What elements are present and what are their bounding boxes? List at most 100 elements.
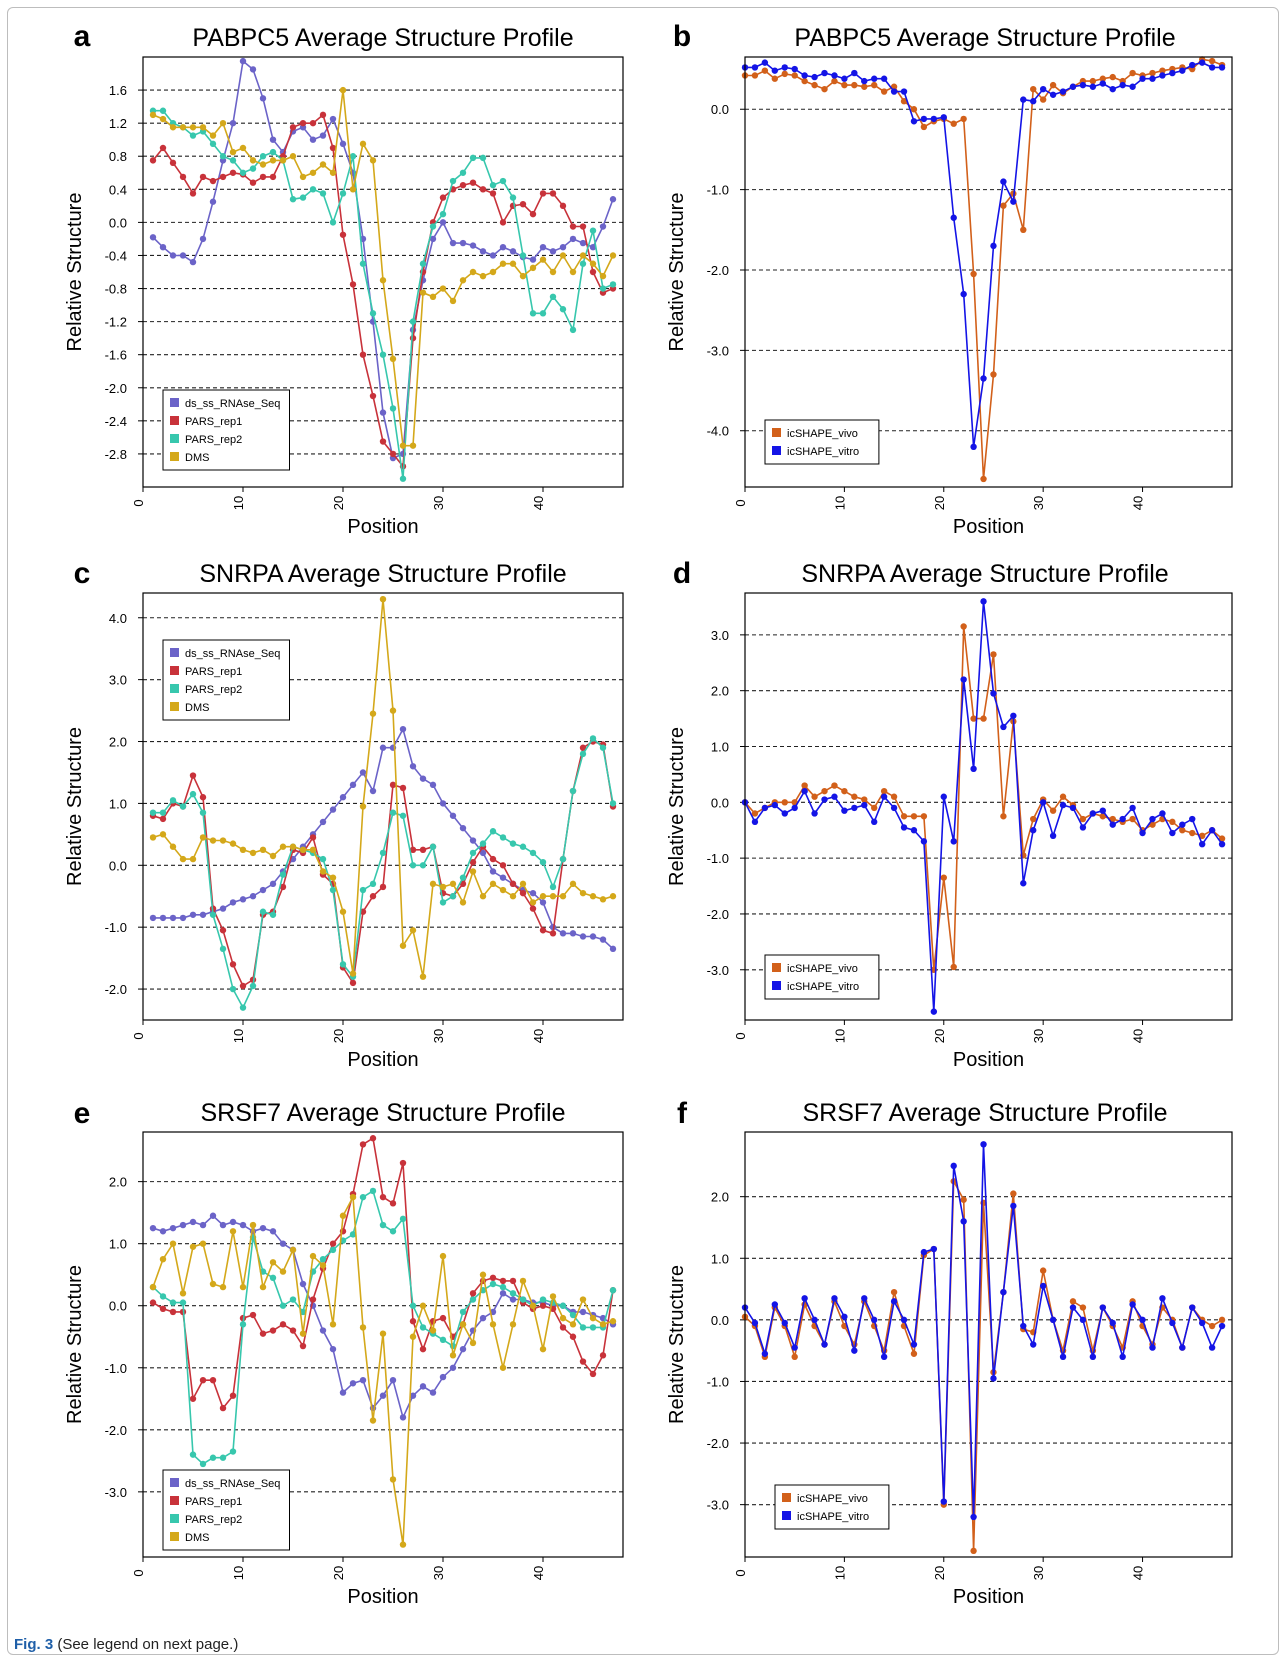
data-point-c-ds_ss_RNAse_Seq-28 bbox=[429, 781, 437, 789]
data-point-a-ds_ss_RNAse_Seq-1 bbox=[159, 243, 167, 251]
data-point-e-ds_ss_RNAse_Seq-43 bbox=[579, 1308, 587, 1316]
x-tick-label-b-3: 30 bbox=[1031, 496, 1046, 510]
data-point-d-icSHAPE_vitro-30 bbox=[1039, 799, 1047, 806]
data-point-a-PARS_rep2-16 bbox=[309, 186, 317, 193]
data-point-c-DMS-12 bbox=[269, 852, 277, 860]
data-point-e-PARS_rep2-37 bbox=[519, 1296, 527, 1303]
data-point-c-PARS_rep2-35 bbox=[499, 834, 507, 841]
x-tick-label-d-2: 20 bbox=[932, 1029, 947, 1043]
y-tick-label-d-0: 3.0 bbox=[711, 628, 729, 643]
data-point-e-DMS-24 bbox=[389, 1476, 397, 1483]
data-point-e-PARS_rep1-27 bbox=[419, 1345, 427, 1353]
data-point-d-icSHAPE_vitro-9 bbox=[831, 793, 838, 800]
data-point-a-PARS_rep1-29 bbox=[439, 194, 447, 201]
y-tick-label-a-8: -1.6 bbox=[105, 348, 127, 363]
series-line-b-icSHAPE_vitro bbox=[745, 61, 1223, 447]
data-point-c-DMS-9 bbox=[239, 846, 247, 854]
legend-label-f-icSHAPE_vitro: icSHAPE_vitro bbox=[797, 1511, 869, 1523]
y-tick-label-f-0: 2.0 bbox=[711, 1190, 729, 1205]
data-point-a-ds_ss_RNAse_Seq-36 bbox=[509, 248, 517, 255]
data-point-a-ds_ss_RNAse_Seq-42 bbox=[569, 235, 577, 243]
data-point-e-PARS_rep2-6 bbox=[209, 1454, 217, 1461]
data-point-c-DMS-33 bbox=[479, 893, 487, 900]
data-point-e-DMS-33 bbox=[479, 1271, 487, 1278]
chart-title-a: PABPC5 Average Structure Profile bbox=[192, 24, 573, 52]
panel-label-a: a bbox=[74, 20, 91, 53]
data-point-a-PARS_rep2-4 bbox=[189, 132, 197, 139]
data-point-e-PARS_rep2-12 bbox=[269, 1274, 277, 1282]
data-point-a-DMS-46 bbox=[609, 252, 617, 259]
data-point-d-icSHAPE_vitro-26 bbox=[1000, 723, 1007, 731]
data-point-a-PARS_rep1-32 bbox=[469, 179, 477, 186]
x-tick-label-c-1: 10 bbox=[231, 1029, 246, 1043]
data-point-b-icSHAPE_vivo-7 bbox=[811, 81, 818, 89]
data-point-c-PARS_rep2-37 bbox=[519, 843, 527, 850]
data-point-c-PARS_rep1-39 bbox=[539, 927, 547, 934]
x-tick-label-e-0: 0 bbox=[131, 1569, 146, 1576]
data-point-d-icSHAPE_vivo-43 bbox=[1169, 818, 1176, 826]
data-point-a-PARS_rep2-28 bbox=[429, 223, 437, 230]
data-point-c-PARS_rep2-33 bbox=[479, 840, 487, 847]
data-point-c-PARS_rep2-8 bbox=[229, 985, 237, 993]
data-point-e-DMS-46 bbox=[609, 1318, 617, 1325]
data-point-a-PARS_rep2-35 bbox=[499, 177, 507, 185]
data-point-f-icSHAPE_vitro-9 bbox=[831, 1295, 838, 1302]
data-point-a-DMS-10 bbox=[249, 157, 257, 164]
data-point-e-ds_ss_RNAse_Seq-35 bbox=[499, 1290, 507, 1297]
data-point-e-DMS-35 bbox=[499, 1364, 507, 1371]
data-point-b-icSHAPE_vivo-28 bbox=[1020, 226, 1027, 234]
data-point-a-PARS_rep2-24 bbox=[389, 405, 397, 412]
data-point-e-DMS-16 bbox=[309, 1252, 317, 1260]
data-point-a-DMS-28 bbox=[429, 293, 437, 301]
data-point-c-PARS_rep2-18 bbox=[329, 886, 337, 894]
data-point-f-icSHAPE_vitro-44 bbox=[1179, 1344, 1186, 1351]
data-point-e-DMS-15 bbox=[299, 1330, 307, 1337]
data-point-b-icSHAPE_vitro-26 bbox=[1000, 178, 1007, 185]
x-tick-label-b-1: 10 bbox=[832, 496, 847, 510]
data-point-a-PARS_rep2-33 bbox=[479, 154, 487, 162]
data-point-d-icSHAPE_vitro-40 bbox=[1139, 829, 1146, 837]
data-point-e-PARS_rep2-31 bbox=[459, 1308, 467, 1316]
data-point-a-DMS-16 bbox=[309, 169, 317, 176]
chart-title-e: SRSF7 Average Structure Profile bbox=[201, 1099, 566, 1127]
y-axis-label-d: Relative Structure bbox=[666, 727, 688, 886]
data-point-a-PARS_rep2-10 bbox=[249, 165, 257, 172]
data-point-d-icSHAPE_vitro-48 bbox=[1218, 840, 1226, 848]
data-point-c-PARS_rep2-38 bbox=[529, 849, 537, 857]
data-point-f-icSHAPE_vitro-6 bbox=[801, 1295, 808, 1302]
y-tick-label-c-5: -1.0 bbox=[105, 920, 127, 935]
legend-label-a-PARS_rep1: PARS_rep1 bbox=[185, 416, 242, 428]
data-point-b-icSHAPE_vitro-19 bbox=[930, 115, 938, 123]
data-point-c-PARS_rep1-36 bbox=[509, 880, 517, 888]
data-point-c-PARS_rep1-13 bbox=[279, 883, 287, 891]
data-point-b-icSHAPE_vivo-16 bbox=[900, 98, 908, 105]
legend-e: ds_ss_RNAse_Seq PARS_rep1 PARS_rep2 DMS bbox=[162, 1469, 290, 1551]
data-point-a-DMS-25 bbox=[399, 442, 407, 449]
data-point-b-icSHAPE_vitro-15 bbox=[890, 88, 898, 95]
data-point-c-DMS-36 bbox=[509, 893, 517, 900]
data-point-c-PARS_rep1-35 bbox=[499, 862, 507, 869]
data-point-b-icSHAPE_vitro-43 bbox=[1169, 69, 1176, 77]
data-point-d-icSHAPE_vivo-44 bbox=[1179, 827, 1186, 834]
data-point-b-icSHAPE_vivo-1 bbox=[751, 72, 759, 79]
data-point-e-PARS_rep2-5 bbox=[199, 1460, 207, 1468]
x-tick-label-b-2: 20 bbox=[932, 496, 947, 510]
y-tick-label-a-2: 0.8 bbox=[109, 149, 127, 164]
data-point-c-ds_ss_RNAse_Seq-7 bbox=[219, 905, 227, 912]
y-tick-label-a-0: 1.6 bbox=[109, 83, 127, 98]
data-point-a-PARS_rep2-27 bbox=[419, 260, 427, 267]
legend-swatch-e-PARS_rep1 bbox=[170, 1496, 179, 1505]
data-point-d-icSHAPE_vivo-41 bbox=[1149, 821, 1156, 828]
data-point-c-DMS-41 bbox=[559, 893, 567, 900]
data-point-b-icSHAPE_vivo-24 bbox=[980, 475, 987, 483]
data-point-e-PARS_rep1-35 bbox=[499, 1277, 507, 1285]
data-point-a-PARS_rep2-42 bbox=[569, 326, 577, 334]
data-point-b-icSHAPE_vivo-4 bbox=[781, 70, 788, 78]
data-point-a-PARS_rep2-38 bbox=[529, 310, 537, 317]
data-point-f-icSHAPE_vitro-48 bbox=[1218, 1322, 1226, 1330]
data-point-c-PARS_rep2-36 bbox=[509, 840, 517, 847]
data-point-f-icSHAPE_vitro-20 bbox=[940, 1498, 947, 1505]
data-point-d-icSHAPE_vivo-46 bbox=[1198, 832, 1206, 840]
data-point-e-PARS_rep1-0 bbox=[149, 1299, 157, 1306]
data-point-e-DMS-37 bbox=[519, 1277, 527, 1285]
